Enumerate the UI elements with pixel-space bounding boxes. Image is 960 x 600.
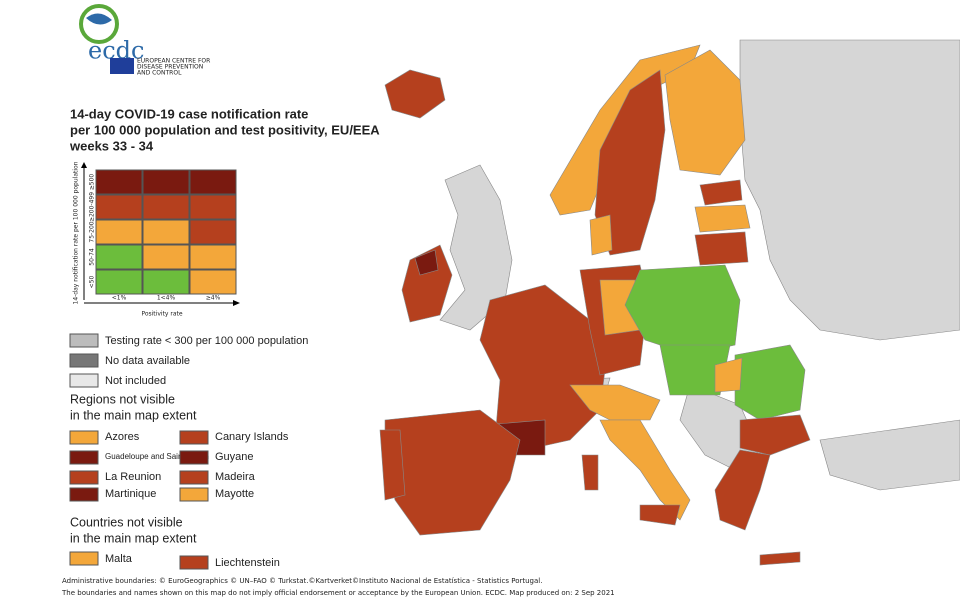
region-label: Azores: [105, 431, 140, 443]
matrix-cell: [189, 219, 237, 245]
swatch: [179, 487, 209, 502]
matrix-y-label: 14-day notification rate per 100 000 pop…: [73, 161, 80, 304]
region-label: Madeira: [215, 471, 256, 483]
legend-label: No data available: [105, 355, 190, 367]
region-label: Mayotte: [215, 488, 254, 500]
matrix-cell: [95, 244, 143, 270]
swatch: [69, 551, 99, 566]
matrix-cell: [142, 194, 190, 220]
matrix-cell: [189, 269, 237, 295]
matrix-col-label: ≥4%: [206, 295, 221, 302]
matrix-row-label: 75-200: [89, 221, 96, 242]
matrix-col-label: <1%: [112, 295, 127, 302]
country-label: Malta: [105, 553, 133, 565]
matrix-cell: [95, 194, 143, 220]
section-heading: in the main map extent: [70, 408, 197, 422]
swatch: [179, 470, 209, 485]
swatch: [69, 450, 99, 465]
matrix-cell: [142, 244, 190, 270]
logo-sub: AND CONTROL: [137, 70, 182, 77]
swatch: [69, 470, 99, 485]
matrix-row-label: 50-74: [89, 248, 96, 266]
region-label: La Reunion: [105, 471, 161, 483]
matrix-cell: [142, 219, 190, 245]
section-heading: Countries not visible: [70, 515, 183, 529]
matrix-cell: [142, 169, 190, 195]
swatch: [69, 430, 99, 445]
swatch: [179, 555, 209, 570]
swatch: [69, 353, 99, 368]
title: per 100 000 population and test positivi…: [70, 122, 380, 137]
matrix-cell: [142, 269, 190, 295]
map: [379, 39, 960, 566]
swatch: [179, 450, 209, 465]
matrix-cell: [95, 269, 143, 295]
title: weeks 33 - 34: [69, 138, 154, 153]
matrix-x-label: Positivity rate: [141, 311, 182, 318]
matrix-cell: [189, 194, 237, 220]
matrix-row-label: <50: [89, 275, 96, 288]
matrix-col-label: 1<4%: [157, 295, 176, 302]
region-label: Guyane: [215, 451, 254, 463]
legend-label: Testing rate < 300 per 100 000 populatio…: [105, 335, 308, 347]
swatch: [179, 430, 209, 445]
matrix-cell: [189, 169, 237, 195]
swatch: [69, 487, 99, 502]
country-label: Liechtenstein: [215, 557, 280, 569]
matrix-row-label: ≥200-499: [89, 192, 96, 222]
matrix: 14-day notification rate per 100 000 pop…: [73, 161, 240, 318]
swatch: [69, 333, 99, 348]
region-label: Martinique: [105, 488, 156, 500]
matrix-cell: [95, 219, 143, 245]
section-heading: in the main map extent: [70, 531, 197, 545]
matrix-row-label: ≥500: [89, 174, 96, 191]
section-heading: Regions not visible: [70, 392, 175, 406]
swatch: [69, 373, 99, 388]
legend-label: Not included: [105, 375, 166, 387]
region-label: Canary Islands: [215, 431, 289, 443]
logo: ecdc EUROPEAN CENTRE FOR DISEASE PREVENT…: [79, 4, 210, 77]
logo-sub: EUROPEAN CENTRE FOR: [137, 58, 210, 65]
logo-sub: DISEASE PREVENTION: [137, 64, 203, 71]
region-label: Guadeloupe and Saint Martin: [105, 452, 209, 461]
matrix-cell: [189, 244, 237, 270]
footer: Administrative boundaries: © EuroGeograp…: [62, 577, 542, 585]
title: 14-day COVID-19 case notification rate: [70, 106, 308, 121]
matrix-cell: [95, 169, 143, 195]
footer: The boundaries and names shown on this m…: [61, 589, 615, 597]
